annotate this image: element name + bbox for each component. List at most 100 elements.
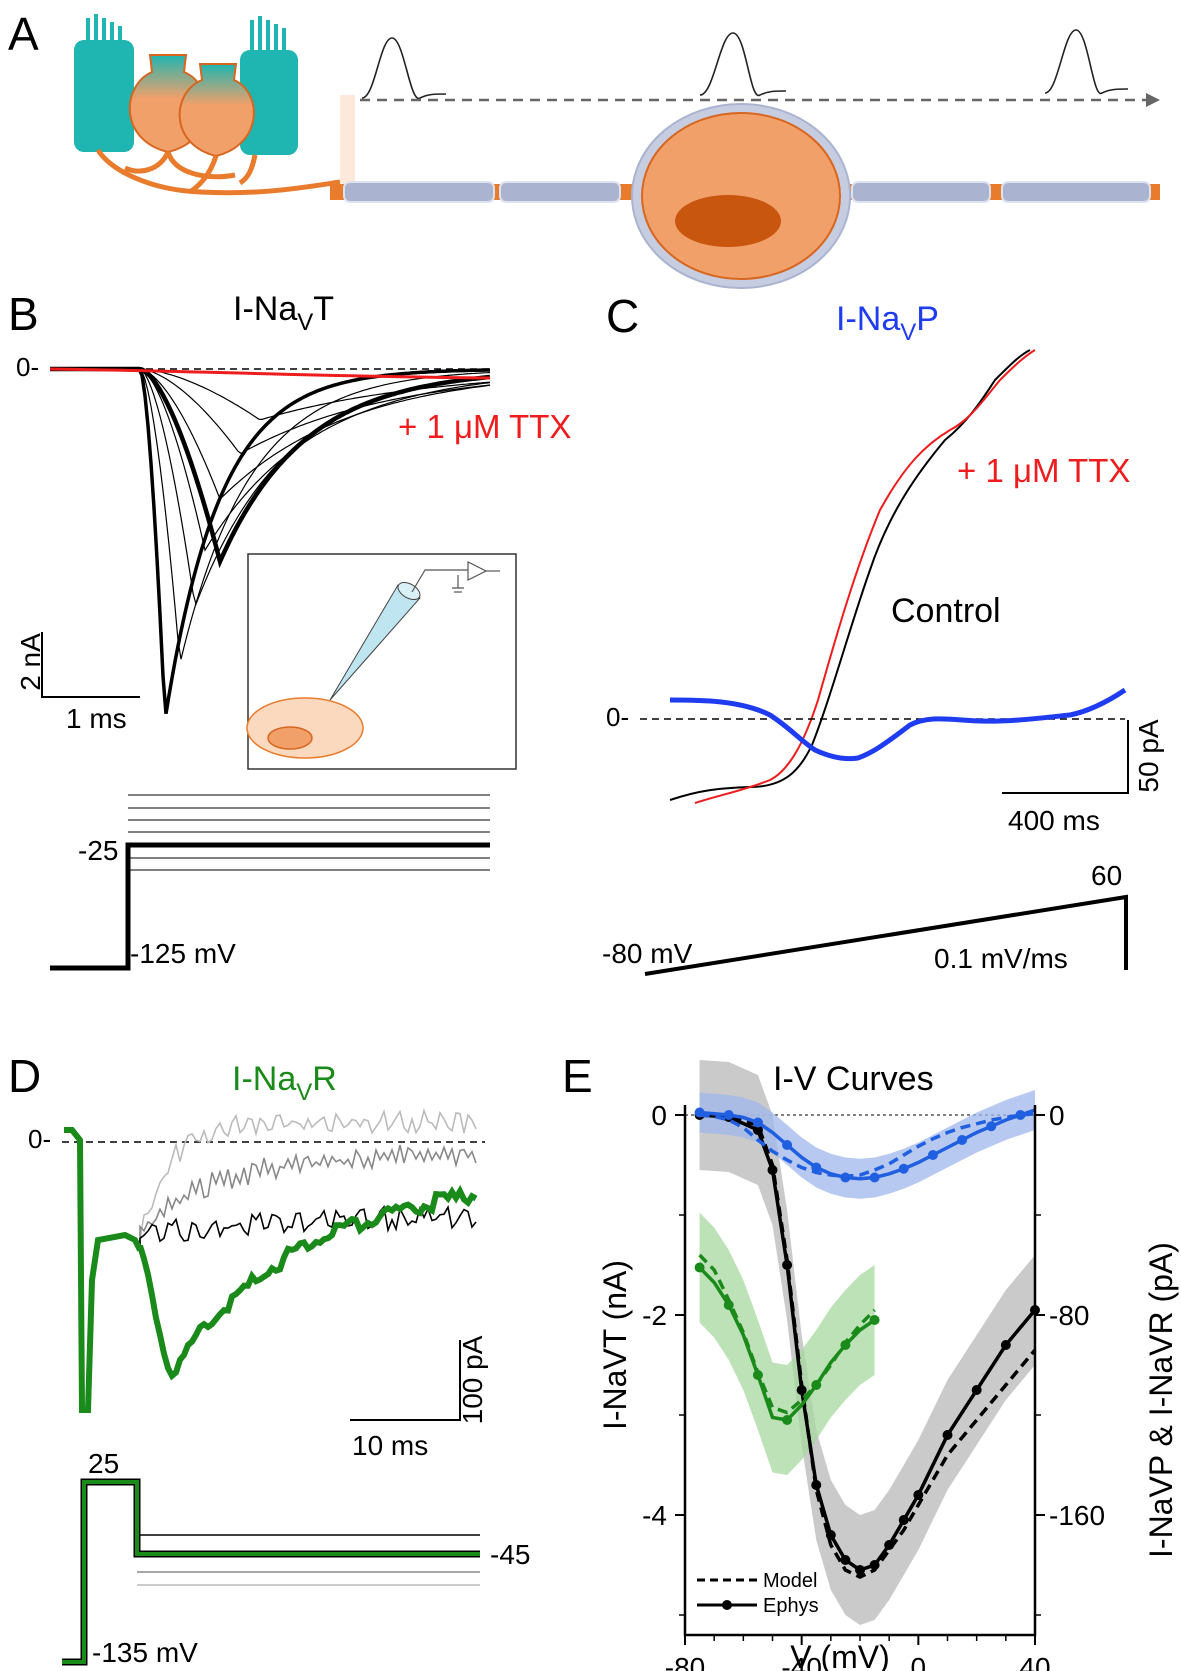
panel-e-title: I-V Curves	[773, 1060, 934, 1098]
panel-d-zero-label: 0-	[28, 1124, 51, 1154]
y-right-tick-label: -80	[1049, 1300, 1089, 1331]
panel-c-scale-x: 400 ms	[1008, 805, 1100, 836]
amplifier-wire	[411, 569, 468, 593]
panel-d-scale-y: 100 pA	[457, 1335, 488, 1424]
iv-point	[752, 1117, 763, 1128]
iv-point	[782, 1415, 793, 1425]
iv-legend: Model Ephys	[697, 1570, 819, 1617]
iv-point	[986, 1121, 997, 1132]
navt-trace	[50, 368, 491, 455]
action-potentials	[361, 29, 1129, 99]
inset-nucleus	[267, 726, 313, 750]
iv-series-i-navt-model	[699, 1113, 1037, 1579]
navt-trace	[50, 367, 490, 714]
y-right-tick-label: 0	[1049, 1100, 1065, 1131]
iv-point	[869, 1315, 880, 1325]
hair-cell-left	[74, 40, 134, 152]
panel-d-title: I-NaVR	[232, 1060, 337, 1106]
panel-d-voltage-protocol	[62, 1478, 480, 1666]
ttx-trace	[694, 349, 1036, 804]
panel-b: B I-NaVT 0- + 1 μM TTX 2 nA 1 ms	[8, 288, 571, 971]
iv-series-i-navp-model	[699, 1112, 1036, 1179]
panel-d: D I-NaVR 0- 100 pA 10 ms 25 -45 -135 mV	[8, 1050, 530, 1668]
hair-bundle-right-icon	[250, 16, 286, 50]
iv-point	[942, 1430, 953, 1440]
navt-trace	[50, 368, 491, 421]
iv-point	[971, 1385, 982, 1395]
patch-clamp-inset	[246, 553, 517, 770]
y-right-axis-label: I-NaVP & I-NaVR (pA)	[1143, 1242, 1179, 1558]
legend-model-label: Model	[763, 1570, 817, 1592]
iv-point	[957, 1135, 968, 1145]
y-right-tick-label: -160	[1049, 1500, 1105, 1531]
panel-d-scale-x: 10 ms	[352, 1430, 428, 1461]
navt-ttx-trace	[49, 367, 491, 380]
control-trace	[669, 349, 1031, 801]
panel-d-base-label: -135 mV	[92, 1637, 198, 1668]
legend-ephys-label: Ephys	[763, 1595, 819, 1617]
panel-c-title: I-NaVP	[836, 300, 939, 346]
panel-b-voltage-protocol	[50, 794, 490, 971]
panel-e-letter: E	[562, 1050, 593, 1102]
legend-ephys-marker	[722, 1600, 732, 1610]
arrowhead-icon	[1146, 93, 1160, 107]
panel-b-zero-label: 0-	[16, 352, 39, 382]
y-left-tick-label: -4	[642, 1500, 667, 1531]
navr-trace	[64, 1129, 477, 1411]
y-left-tick-label: -2	[642, 1300, 667, 1331]
x-axis-label: V (mV)	[790, 1639, 890, 1671]
y-left-axis-label: I-NaVT (nA)	[597, 1260, 633, 1430]
panel-c-zero-label: 0-	[606, 702, 629, 732]
panel-b-letter: B	[8, 288, 39, 340]
iv-point	[1000, 1340, 1011, 1350]
panel-d-letter: D	[8, 1050, 41, 1102]
zoom-wedge	[340, 95, 355, 195]
y-left-tick-label: 0	[651, 1100, 667, 1131]
afferent-fiber	[95, 148, 341, 196]
iv-point	[913, 1490, 924, 1500]
navp-trace	[669, 687, 1127, 762]
nucleus	[675, 195, 781, 247]
panel-c: C I-NaVP + 1 μM TTX Control 0- 50 pA 400…	[602, 290, 1164, 976]
panel-b-scale-x: 1 ms	[66, 703, 127, 734]
hair-cell-illustration	[74, 14, 341, 196]
hair-bundle-left-icon	[86, 14, 122, 40]
inset-cell	[246, 697, 364, 759]
iv-point	[782, 1260, 793, 1270]
iv-point	[825, 1530, 836, 1540]
navt-trace	[50, 366, 491, 569]
iv-point	[898, 1515, 909, 1525]
iv-point	[767, 1165, 778, 1175]
panel-d-scale-bar	[350, 1340, 461, 1421]
panel-c-ramp-rate: 0.1 mV/ms	[934, 943, 1068, 974]
x-tick-label: -80	[665, 1652, 705, 1671]
iv-point	[723, 1110, 734, 1120]
panel-a: A	[8, 8, 1160, 289]
x-tick-label: 40	[1019, 1652, 1050, 1671]
navt-error-band	[699, 1060, 1035, 1625]
amplifier-icon	[467, 561, 488, 581]
calyx-right	[178, 63, 255, 158]
ramp-protocol	[644, 894, 1128, 976]
panel-c-ttx-label: + 1 μM TTX	[957, 452, 1130, 489]
panel-c-letter: C	[606, 290, 639, 342]
iv-point	[1015, 1110, 1026, 1120]
panel-d-hold-label: -45	[490, 1539, 530, 1570]
panel-c-control-label: Control	[891, 592, 1001, 630]
panel-b-title: I-NaVT	[233, 290, 334, 336]
navr-trace	[64, 1129, 477, 1411]
panel-a-letter: A	[8, 8, 39, 60]
x-tick-label: 0	[911, 1652, 927, 1671]
hair-cell-right	[240, 50, 298, 155]
iv-point	[855, 1565, 865, 1575]
panel-b-ttx-label: + 1 μM TTX	[398, 408, 571, 445]
iv-point	[782, 1140, 793, 1150]
myelin-segments	[343, 181, 1151, 203]
navr-trace	[64, 1107, 477, 1411]
iv-point	[898, 1163, 909, 1174]
panel-c-scale-y: 50 pA	[1133, 719, 1164, 792]
iv-series-i-navr-model	[698, 1253, 876, 1415]
panel-b-scale-bar	[41, 632, 140, 698]
